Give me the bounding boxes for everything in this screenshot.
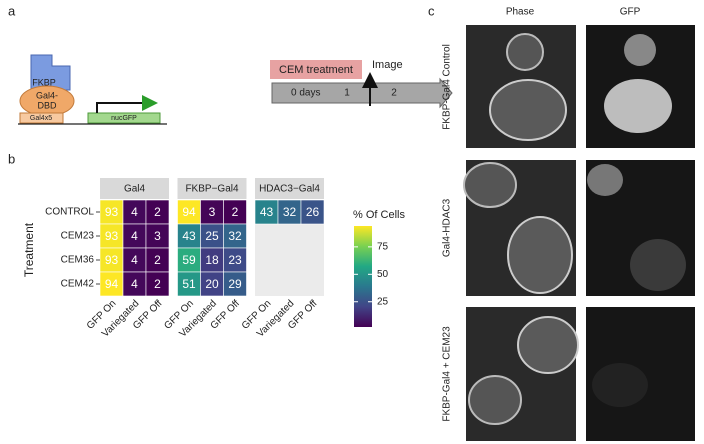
cell-label: 94	[182, 205, 196, 219]
dbd-label: DBD	[37, 100, 57, 110]
cell-cluster	[463, 162, 517, 208]
cell-label: 2	[154, 277, 161, 291]
panel-label: c	[428, 3, 435, 18]
facet-title: FKBP−Gal4	[185, 184, 239, 195]
cell-label: 3	[154, 229, 161, 243]
gfp-signal	[630, 239, 686, 291]
facet-strip	[177, 178, 247, 199]
reporter-box	[87, 112, 161, 124]
cell-label: 23	[228, 253, 242, 267]
micrographs	[463, 25, 695, 441]
cell-label: 4	[131, 277, 138, 291]
dbd-label: Gal4-	[36, 90, 58, 100]
facet-title: Gal4	[124, 184, 146, 195]
facet-strip	[100, 178, 169, 199]
cell-label: 4	[131, 229, 138, 243]
legend-title: % Of Cells	[353, 209, 405, 221]
gfp-signal	[592, 363, 648, 407]
cell-label: 25	[205, 229, 219, 243]
time-label: 2	[391, 88, 397, 99]
colorbar-tick-label: 50	[377, 269, 389, 280]
y-axis-label: Treatment	[22, 222, 36, 277]
row-label: Gal4-HDAC3	[442, 198, 453, 257]
cell-label: 93	[105, 205, 119, 219]
treatment-box	[270, 60, 362, 79]
timeline: 0 days 1 2 CEM treatment Image	[270, 59, 453, 109]
y-tick-label: CEM23	[61, 231, 95, 242]
heat-cell	[145, 271, 170, 297]
reporter-label: nucGFP	[111, 115, 137, 122]
cell-label: 29	[228, 277, 242, 291]
uas-label: Gal4x5	[30, 115, 52, 122]
row-label: FKBP-Gal4 + CEM23	[442, 326, 453, 422]
colorbar-tick-label: 25	[377, 296, 389, 307]
gfp-signal	[624, 34, 656, 66]
cell-label: 43	[260, 205, 274, 219]
colorbar-tick-label: 75	[377, 241, 389, 252]
y-tick-label: CEM36	[61, 255, 95, 266]
fkbp-label: FKBP	[32, 77, 56, 87]
colorbar	[354, 226, 372, 327]
row-label: FKBP-Gal4 Control	[442, 44, 453, 130]
uas-box	[19, 112, 64, 124]
column-header: GFP	[620, 7, 641, 18]
gfp-signal	[604, 79, 672, 133]
construct-diagram: FKBP Gal4- DBD Gal4x5 nucGFP	[18, 54, 167, 125]
column-header: Phase	[506, 7, 535, 18]
panel-label: b	[8, 151, 15, 166]
time-label: 0 days	[291, 88, 320, 99]
treatment-label: CEM treatment	[279, 64, 353, 76]
cell-label: 94	[105, 277, 119, 291]
cell-label: 20	[205, 277, 219, 291]
cell-cluster	[506, 33, 544, 71]
y-tick-label: CONTROL	[45, 207, 94, 218]
image-label: Image	[372, 59, 403, 71]
cell-cluster	[489, 79, 567, 141]
time-arrow	[271, 77, 453, 109]
cell-label: 2	[232, 205, 239, 219]
cell-cluster	[507, 216, 573, 294]
promoter-arrow	[96, 95, 158, 113]
cell-label: 4	[131, 253, 138, 267]
heat-cell	[300, 199, 325, 225]
cell-label: 4	[131, 205, 138, 219]
cell-label: 2	[154, 205, 161, 219]
facet-strip	[255, 178, 324, 199]
facet-title: HDAC3−Gal4	[259, 184, 320, 195]
time-label: 1	[344, 88, 350, 99]
cell-label: 2	[154, 253, 161, 267]
gfp-signal	[587, 164, 623, 196]
cell-label: 93	[105, 229, 119, 243]
cell-label: 51	[182, 277, 196, 291]
cell-label: 26	[306, 205, 320, 219]
y-tick-label: CEM42	[61, 279, 95, 290]
cell-label: 59	[182, 253, 196, 267]
cell-cluster	[517, 316, 579, 374]
panel-label: a	[8, 3, 16, 18]
heat-cell	[223, 271, 247, 297]
cell-label: 43	[182, 229, 196, 243]
cell-label: 3	[209, 205, 216, 219]
cell-label: 32	[283, 205, 297, 219]
cell-label: 18	[205, 253, 219, 267]
cell-cluster	[468, 375, 522, 425]
cell-label: 32	[228, 229, 242, 243]
cell-label: 93	[105, 253, 119, 267]
